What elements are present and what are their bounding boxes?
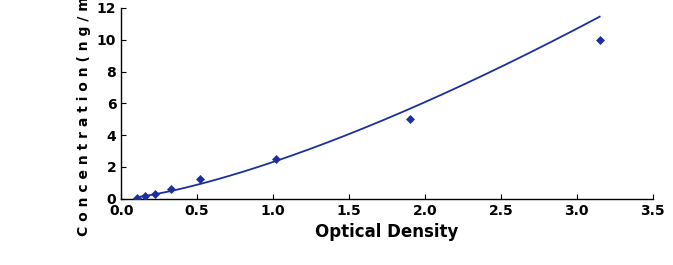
- X-axis label: Optical Density: Optical Density: [315, 223, 459, 241]
- Y-axis label: C o n c e n t r a t i o n ( n g / m L ): C o n c e n t r a t i o n ( n g / m L ): [77, 0, 92, 236]
